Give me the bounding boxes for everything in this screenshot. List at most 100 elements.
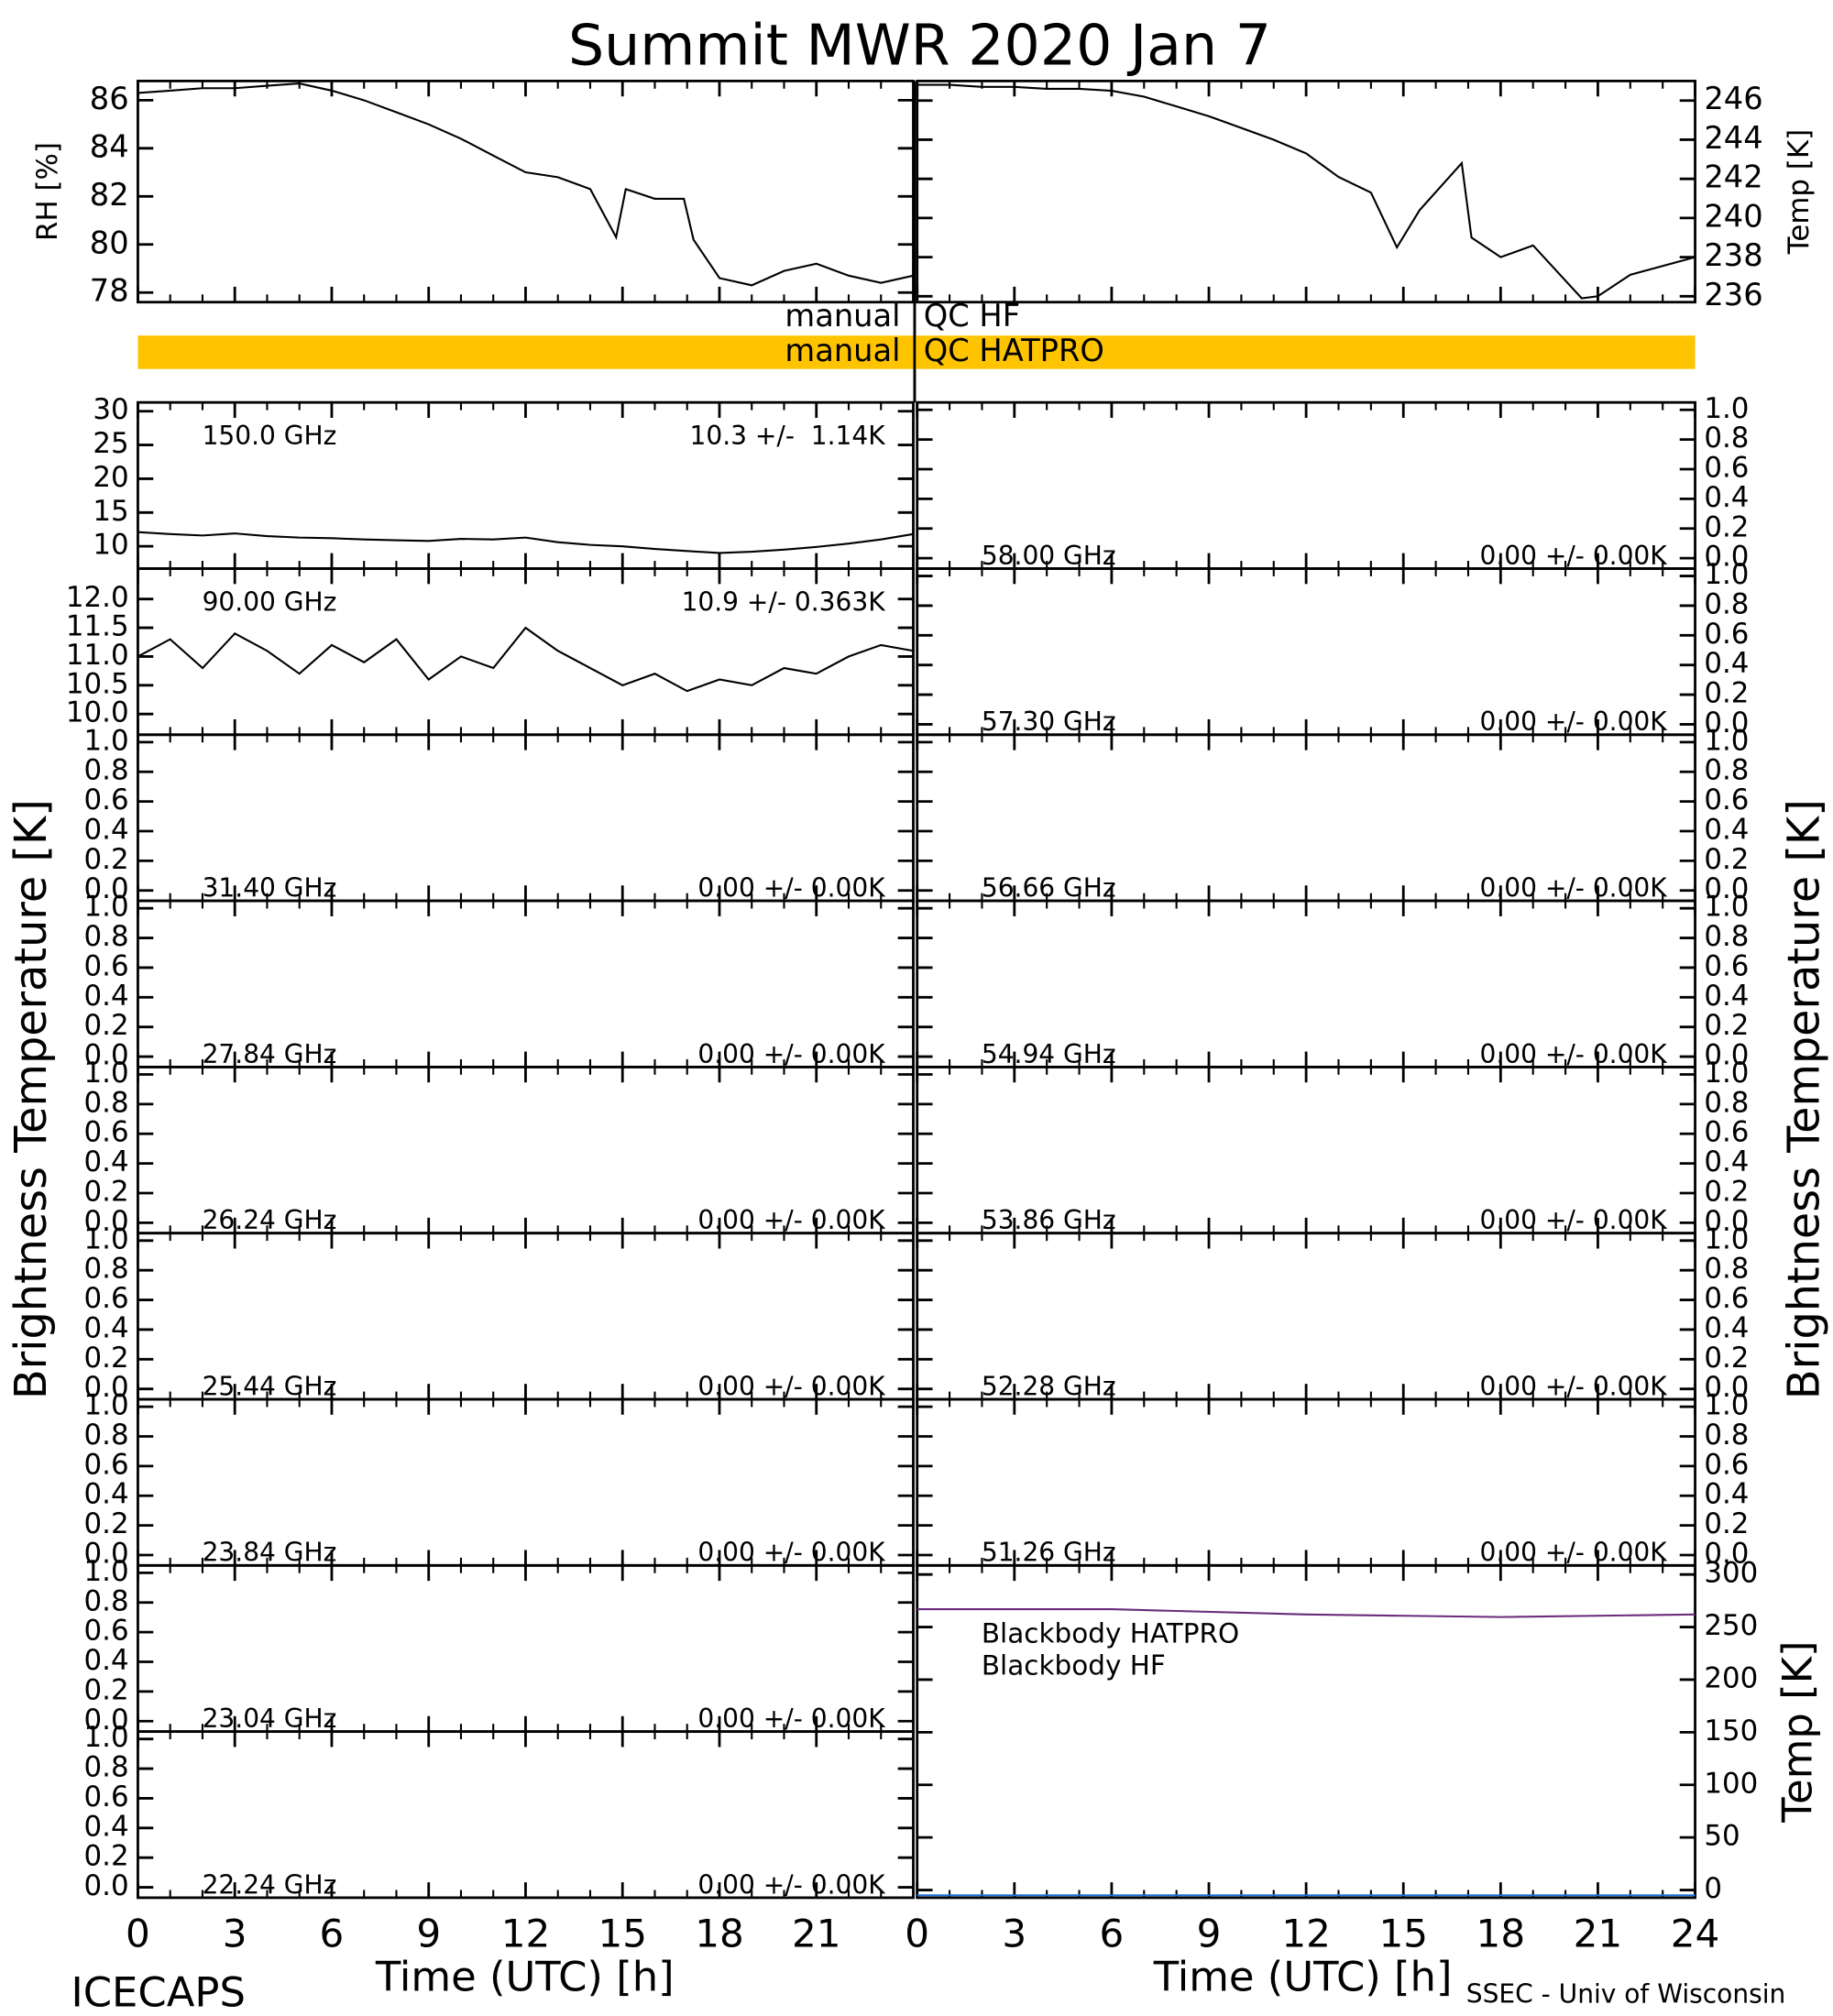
y-tick-label: 0.0 bbox=[84, 1039, 129, 1072]
channel-label: 25.44 GHz bbox=[203, 1371, 337, 1401]
y-tick-label: 11.0 bbox=[66, 639, 129, 672]
y-tick-label: 0.4 bbox=[1704, 1145, 1749, 1178]
y-tick-label: 0.0 bbox=[1704, 1205, 1749, 1238]
y-tick-label: 0.6 bbox=[84, 1448, 129, 1481]
channel-stats: 0.00 +/- 0.00K bbox=[697, 872, 885, 903]
x-tick-label: 0 bbox=[126, 1912, 150, 1956]
y-tick-label: 0.4 bbox=[1704, 813, 1749, 846]
y-tick-label: 0.6 bbox=[1704, 452, 1749, 485]
y-tick-label: 0.8 bbox=[84, 1253, 129, 1286]
channel-label: 52.28 GHz bbox=[982, 1371, 1116, 1401]
y-tick-label: 0.6 bbox=[84, 1116, 129, 1149]
y-axis-label: Temp [K] bbox=[1773, 1640, 1822, 1823]
x-tick-label: 24 bbox=[1671, 1912, 1720, 1956]
y-tick-label: 0.4 bbox=[1704, 647, 1749, 680]
y-tick-label: 0 bbox=[1704, 1872, 1722, 1905]
y-tick-label: 1.0 bbox=[1704, 891, 1749, 924]
channel-stats: 0.00 +/- 0.00K bbox=[697, 1704, 885, 1734]
y-tick-label: 0.8 bbox=[84, 754, 129, 787]
channel-label: 22.24 GHz bbox=[203, 1869, 337, 1900]
y-tick-label: 1.0 bbox=[84, 1555, 129, 1588]
channel-label: 53.86 GHz bbox=[982, 1205, 1116, 1235]
y-tick-label: 0.8 bbox=[1704, 1253, 1749, 1286]
channel-label: 27.84 GHz bbox=[203, 1039, 337, 1069]
channel-stats: 0.00 +/- 0.00K bbox=[1479, 1538, 1667, 1568]
y-tick-label: 0.2 bbox=[84, 843, 129, 876]
y-tick-label: 0.8 bbox=[84, 1419, 129, 1452]
x-tick-label: 18 bbox=[695, 1912, 744, 1956]
y-tick-label: 0.2 bbox=[84, 1673, 129, 1706]
y-tick-label: 244 bbox=[1704, 120, 1762, 156]
channel-stats: 0.00 +/- 0.00K bbox=[697, 1538, 885, 1568]
channel-stats: 0.00 +/- 0.00K bbox=[1479, 1039, 1667, 1069]
channel-label: 26.24 GHz bbox=[203, 1205, 337, 1235]
data-line bbox=[916, 83, 1696, 300]
y-tick-label: 0.6 bbox=[1704, 949, 1749, 982]
y-tick-label: 0.2 bbox=[1704, 677, 1749, 710]
channel-label: 31.40 GHz bbox=[203, 872, 337, 903]
y-tick-label: 240 bbox=[1704, 198, 1762, 234]
y-tick-label: 250 bbox=[1704, 1609, 1758, 1642]
data-line bbox=[137, 531, 914, 554]
y-tick-label: 0.4 bbox=[84, 1644, 129, 1677]
y-tick-label: 0.0 bbox=[84, 872, 129, 905]
y-tick-label: 0.0 bbox=[84, 1537, 129, 1570]
y-tick-label: 0.4 bbox=[84, 813, 129, 846]
y-tick-label: 0.2 bbox=[84, 1840, 129, 1873]
x-tick-label: 15 bbox=[1378, 1912, 1428, 1956]
y-tick-label: 82 bbox=[90, 177, 129, 213]
x-tick-label: 9 bbox=[416, 1912, 441, 1956]
channel-label: 57.30 GHz bbox=[982, 707, 1116, 737]
y-axis-label: Brightness Temperature [K] bbox=[6, 799, 57, 1399]
y-tick-label: 10.5 bbox=[66, 667, 129, 700]
y-tick-label: 242 bbox=[1704, 159, 1762, 195]
channel-label: 56.66 GHz bbox=[982, 872, 1116, 903]
y-tick-label: 0.0 bbox=[1704, 707, 1749, 740]
y-tick-label: 236 bbox=[1704, 277, 1762, 312]
y-tick-label: 1.0 bbox=[84, 1721, 129, 1754]
channel-label: 23.84 GHz bbox=[203, 1538, 337, 1568]
y-tick-label: 0.0 bbox=[84, 1704, 129, 1737]
channel-label: 54.94 GHz bbox=[982, 1039, 1116, 1069]
y-tick-label: 0.8 bbox=[84, 1751, 129, 1784]
y-tick-label: 0.6 bbox=[1704, 1116, 1749, 1149]
y-tick-label: 0.4 bbox=[84, 1810, 129, 1843]
y-tick-label: 0.8 bbox=[1704, 422, 1749, 455]
y-tick-label: 246 bbox=[1704, 81, 1762, 116]
y-tick-label: 1.0 bbox=[84, 724, 129, 757]
y-tick-label: 0.4 bbox=[84, 1311, 129, 1344]
qc-bar bbox=[137, 335, 1696, 369]
x-tick-label: 0 bbox=[905, 1912, 929, 1956]
y-tick-label: 86 bbox=[90, 81, 129, 116]
y-tick-label: 0.0 bbox=[1704, 1039, 1749, 1072]
y-tick-label: 15 bbox=[93, 495, 128, 528]
y-tick-label: 80 bbox=[90, 225, 129, 260]
y-tick-label: 50 bbox=[1704, 1820, 1740, 1853]
y-tick-label: 1.0 bbox=[84, 1057, 129, 1090]
y-tick-label: 0.6 bbox=[1704, 1448, 1749, 1481]
y-tick-label: 0.0 bbox=[1704, 541, 1749, 574]
data-line bbox=[916, 1608, 1696, 1618]
y-axis-label: Temp [K] bbox=[1783, 129, 1816, 255]
y-tick-label: 0.8 bbox=[84, 1584, 129, 1617]
channel-stats: 10.9 +/- 0.363K bbox=[682, 586, 886, 617]
y-tick-label: 150 bbox=[1704, 1715, 1758, 1748]
y-tick-label: 20 bbox=[93, 461, 128, 494]
y-tick-label: 0.8 bbox=[1704, 920, 1749, 953]
y-tick-label: 238 bbox=[1704, 237, 1762, 273]
y-tick-label: 10 bbox=[93, 529, 128, 562]
y-tick-label: 0.2 bbox=[1704, 843, 1749, 876]
y-tick-label: 100 bbox=[1704, 1767, 1758, 1800]
y-tick-label: 0.6 bbox=[1704, 1282, 1749, 1315]
y-tick-label: 0.0 bbox=[84, 1869, 129, 1902]
y-tick-label: 0.2 bbox=[1704, 510, 1749, 543]
y-tick-label: 0.6 bbox=[84, 949, 129, 982]
x-tick-label: 9 bbox=[1197, 1912, 1222, 1956]
x-tick-label: 21 bbox=[1574, 1912, 1623, 1956]
y-tick-label: 0.2 bbox=[1704, 1009, 1749, 1042]
channel-stats: 0.00 +/- 0.00K bbox=[1479, 872, 1667, 903]
legend-entry: Blackbody HATPRO bbox=[982, 1618, 1239, 1649]
y-tick-label: 12.0 bbox=[66, 581, 129, 614]
data-line bbox=[137, 626, 914, 693]
